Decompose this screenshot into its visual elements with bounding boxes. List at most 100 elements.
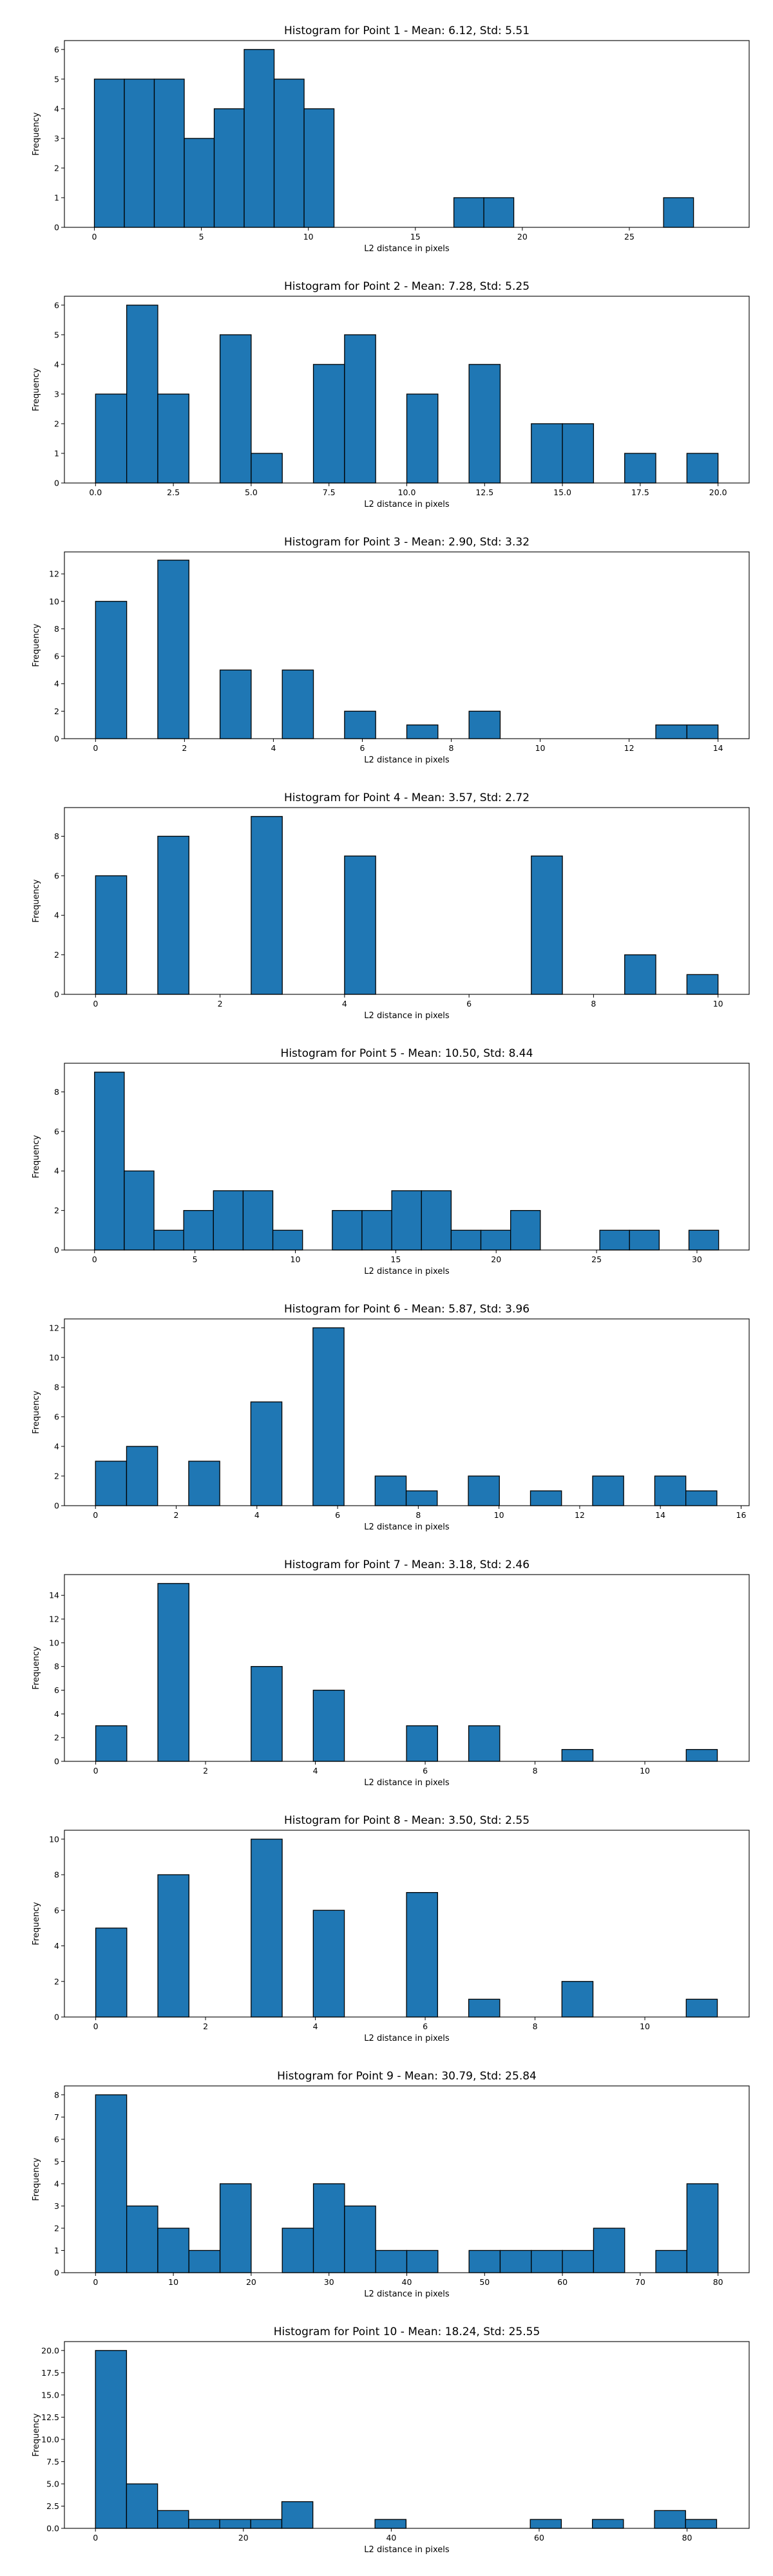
histogram-panel-2: Histogram for Point 2 - Mean: 7.28, Std:… [32,280,750,509]
x-tick-label: 8 [591,999,596,1009]
histogram-bar [450,1229,482,1251]
x-tick-label: 0 [92,232,97,242]
y-tick-label: 12 [49,569,59,579]
y-tick-label: 4 [54,1441,59,1451]
histogram-bar [281,2501,314,2529]
chart-title: Histogram for Point 6 - Mean: 5.87, Std:… [284,1303,530,1316]
histogram-bar [273,79,305,228]
x-tick-label: 2 [182,743,187,753]
x-tick-label: 6 [423,2022,428,2031]
histogram-bar [685,1490,718,1506]
histogram-bar [126,2483,158,2529]
x-axis-label: L2 distance in pixels [364,500,450,509]
y-tick-label: 8 [54,624,59,634]
bar-group [95,305,719,484]
histogram-bar [361,1209,392,1251]
histogram-bar [468,1475,500,1506]
y-axis-label: Frequency [32,879,41,922]
x-tick-label: 16 [736,1510,747,1520]
histogram-bar [406,1725,438,1762]
x-tick-label: 10.0 [398,488,416,497]
chart-title: Histogram for Point 10 - Mean: 18.24, St… [274,2325,540,2338]
axes-frame [64,40,750,228]
histogram-bar [480,1229,511,1251]
histogram-panel-8: Histogram for Point 8 - Mean: 3.50, Std:… [32,1814,750,2043]
y-tick-label: 14 [49,1591,59,1600]
x-tick-label: 0 [93,2022,99,2031]
bar-group [95,560,719,739]
histogram-bar [251,453,283,484]
y-tick-label: 6 [54,300,59,310]
y-tick-label: 10 [49,596,59,606]
y-tick-label: 5 [54,330,59,339]
x-tick-label: 6 [335,1510,340,1520]
bar-group [95,1583,718,1762]
bar-group [95,816,719,995]
chart-title: Histogram for Point 1 - Mean: 6.12, Std:… [284,24,530,37]
chart-title: Histogram for Point 4 - Mean: 3.57, Std:… [284,791,530,804]
histogram-bar [344,855,376,995]
y-tick-label: 6 [54,652,59,661]
y-tick-label: 3 [54,133,59,143]
y-tick-label: 7 [54,2112,59,2122]
histogram-bar [344,2205,376,2273]
y-tick-label: 0 [54,1757,59,1766]
bar-group [95,2094,719,2273]
x-axis-label: L2 distance in pixels [364,1522,450,1532]
y-tick-label: 6 [54,44,59,54]
histogram-bar [593,2228,625,2273]
x-tick-label: 60 [534,2533,544,2543]
x-tick-label: 15.0 [553,488,571,497]
histogram-bar [686,724,719,739]
y-tick-label: 17.5 [41,2368,59,2378]
histogram-bar [303,108,335,228]
y-tick-label: 2 [54,950,59,960]
histogram-bar [251,1666,283,1762]
y-tick-label: 0 [54,1245,59,1255]
x-tick-label: 20 [491,1255,501,1264]
histogram-bar [375,2249,408,2273]
x-tick-label: 15 [390,1255,401,1264]
chart-title: Histogram for Point 7 - Mean: 3.18, Std:… [284,1558,530,1571]
histogram-bar [562,423,595,484]
x-tick-label: 4 [313,2022,318,2031]
y-tick-label: 0.0 [46,2524,59,2533]
y-tick-label: 2.5 [46,2501,59,2511]
x-tick-label: 20.0 [709,488,727,497]
histogram-bar [213,1190,244,1251]
histogram-bar [591,2519,624,2529]
histogram-panel-6: Histogram for Point 6 - Mean: 5.87, Std:… [32,1303,750,1532]
x-tick-label: 80 [682,2533,692,2543]
x-tick-label: 80 [713,2277,723,2287]
histogram-bar [95,1927,128,2018]
histogram-bar [157,2510,189,2529]
y-tick-label: 1 [54,448,59,458]
histogram-bar [188,2519,220,2529]
x-tick-label: 0.0 [89,488,102,497]
histogram-bar [421,1190,452,1251]
histogram-bar [406,1892,438,2018]
histogram-bar [685,2519,718,2529]
histogram-bar [405,1490,438,1506]
y-tick-label: 6 [54,1126,59,1136]
y-tick-label: 4 [54,1166,59,1176]
histogram-bar [624,453,656,484]
y-tick-label: 4 [54,104,59,113]
x-tick-label: 12 [575,1510,585,1520]
y-tick-label: 12.5 [41,2412,59,2422]
histogram-bar [124,1170,155,1251]
y-tick-label: 0 [54,223,59,232]
histogram-bar [654,1475,687,1506]
y-tick-label: 10.0 [41,2434,59,2444]
histogram-panel-7: Histogram for Point 7 - Mean: 3.18, Std:… [32,1558,750,1788]
histogram-bar [561,1981,594,2018]
x-tick-label: 14 [655,1510,665,1520]
histogram-bar [219,334,252,484]
chart-title: Histogram for Point 3 - Mean: 2.90, Std:… [284,536,530,549]
y-tick-label: 5 [54,2157,59,2166]
x-tick-label: 4 [271,743,276,753]
y-tick-label: 1 [54,193,59,202]
y-tick-label: 0 [54,478,59,488]
histogram-bar [663,197,694,228]
